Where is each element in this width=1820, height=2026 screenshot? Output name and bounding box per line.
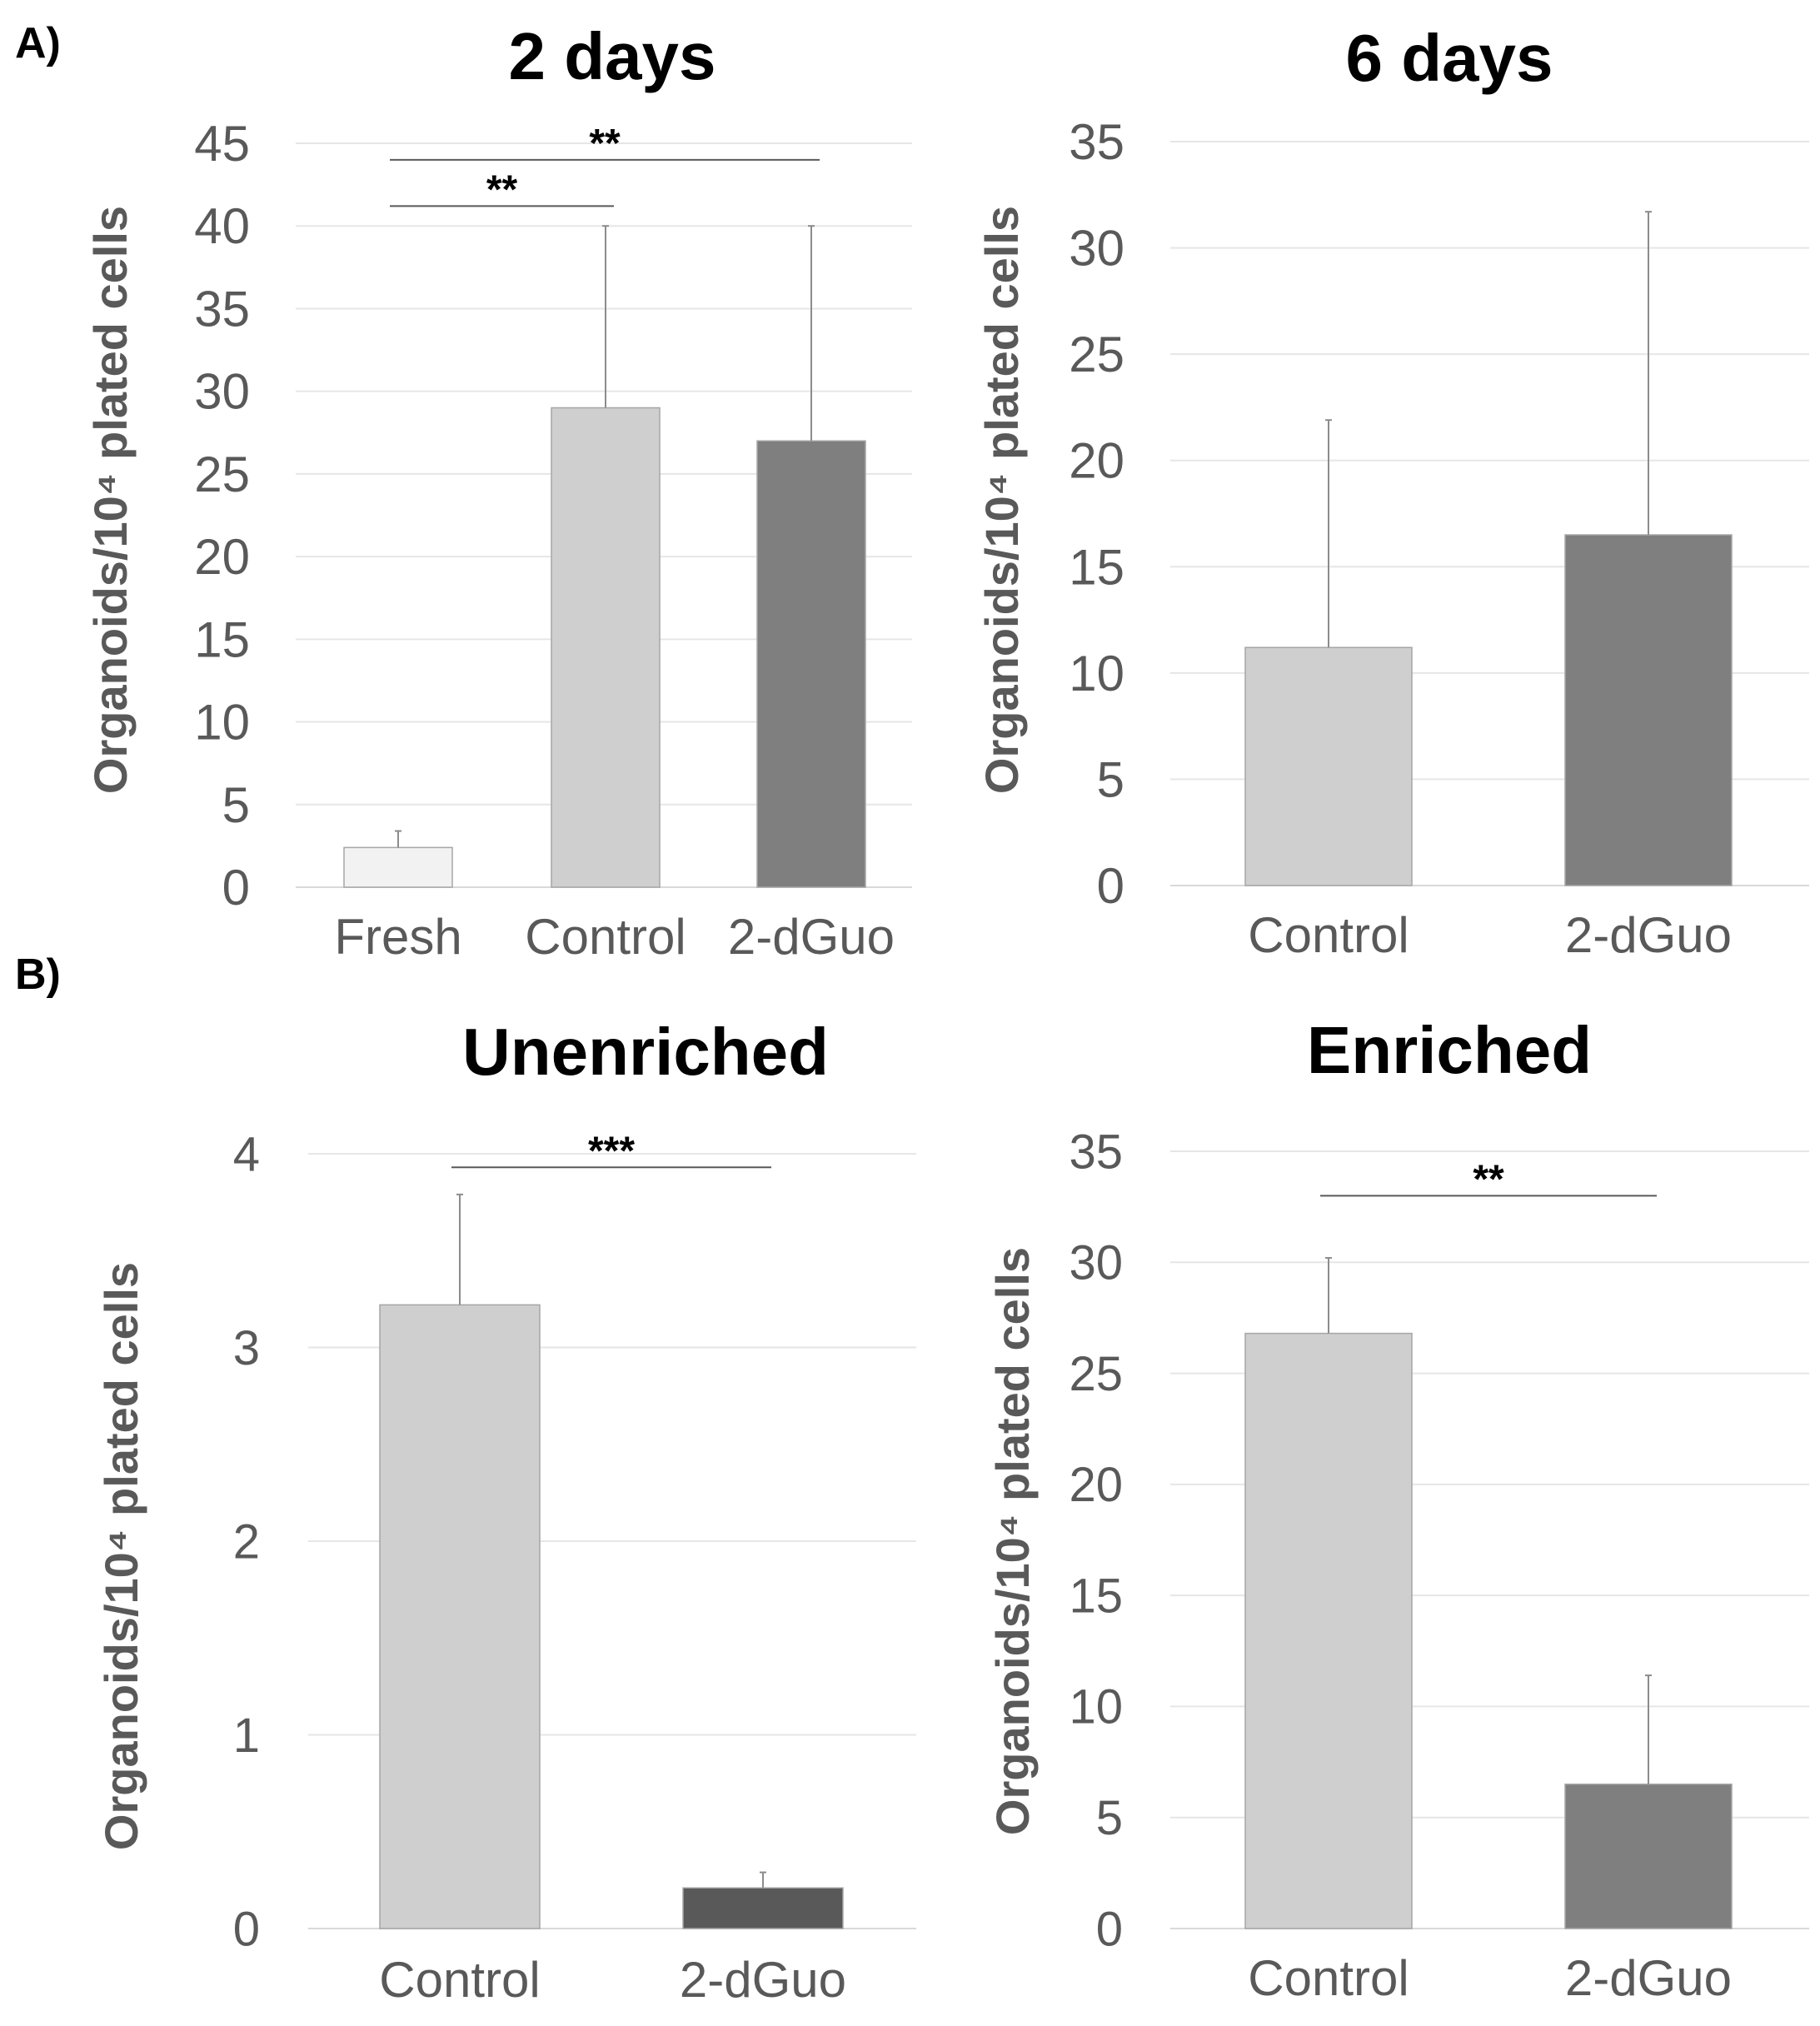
x-category-label: 2-dGuo — [680, 1952, 846, 2008]
x-category-label: 2-dGuo — [1565, 1950, 1732, 2006]
y-tick-label: 5 — [1096, 1791, 1123, 1845]
chart-title: Unenriched — [462, 1015, 829, 1089]
significance-label: ** — [589, 122, 621, 166]
bar — [756, 440, 866, 888]
x-category-label: Fresh — [334, 909, 461, 965]
chart-6days: 0 5 10 15 20 25 30 35 6 days Organoids/10⁴ plated… — [975, 21, 1809, 963]
y-tick-label: 25 — [1069, 1347, 1123, 1401]
y-tick-label: 45 — [194, 116, 250, 172]
significance-label: ** — [1473, 1157, 1504, 1201]
y-tick-label: 35 — [1069, 114, 1124, 170]
panel-a-label: A) — [15, 19, 61, 67]
y-tick-label: 30 — [1069, 1236, 1123, 1290]
bar — [1564, 534, 1733, 886]
significance-label: ** — [486, 167, 518, 212]
y-axis-label: Organoids/10⁴ plated cells — [986, 1247, 1039, 1835]
y-tick-label: 2 — [233, 1515, 260, 1569]
y-axis-label: Organoids/10⁴ plated cells — [84, 206, 137, 794]
y-tick-label: 15 — [1069, 1569, 1123, 1623]
y-tick-label: 30 — [1069, 221, 1124, 277]
y-tick-label: 35 — [194, 281, 250, 337]
y-tick-label: 30 — [194, 364, 250, 420]
y-tick-label: 5 — [222, 777, 250, 833]
chart-title: 2 days — [508, 19, 716, 93]
y-tick-label: 4 — [233, 1127, 260, 1181]
y-tick-label: 0 — [1096, 1902, 1123, 1956]
y-tick-label: 15 — [194, 611, 250, 667]
y-tick-label: 3 — [233, 1321, 260, 1375]
y-tick-label: 20 — [1069, 433, 1124, 489]
chart-unenriched: 0 1 2 3 4 Unenriched Organoids/10⁴ plated cell… — [95, 1015, 916, 2008]
chart-title: Enriched — [1307, 1013, 1592, 1087]
x-category-label: 2-dGuo — [728, 909, 895, 965]
bar — [1244, 646, 1413, 886]
y-tick-label: 5 — [1097, 751, 1124, 807]
y-tick-label: 40 — [194, 198, 250, 254]
chart-2days: 0 5 10 15 20 25 30 35 40 45 2 days Organoids/10⁴ pl… — [84, 19, 912, 965]
chart-title: 6 days — [1345, 21, 1553, 95]
x-category-label: 2-dGuo — [1565, 907, 1732, 963]
bar — [1244, 1332, 1413, 1929]
y-tick-label: 0 — [1097, 858, 1124, 914]
y-tick-label: 0 — [233, 1902, 260, 1956]
chart-enriched: 0 5 10 15 20 25 30 35 Enriched Organoids/10⁴ plat… — [986, 1013, 1809, 2006]
y-tick-label: 1 — [233, 1709, 260, 1763]
y-tick-label: 10 — [1069, 1680, 1123, 1734]
y-tick-label: 25 — [1069, 327, 1124, 382]
bar — [379, 1304, 541, 1929]
y-tick-label: 25 — [194, 447, 250, 502]
bar — [343, 846, 453, 888]
x-category-label: Control — [1248, 1950, 1409, 2006]
y-tick-label: 10 — [1069, 646, 1124, 701]
panel-b-label: B) — [15, 951, 61, 999]
y-tick-label: 15 — [1069, 539, 1124, 595]
y-axis-label: Organoids/10⁴ plated cells — [975, 206, 1028, 794]
bar — [551, 407, 661, 888]
y-tick-label: 10 — [194, 695, 250, 751]
y-tick-label: 35 — [1069, 1125, 1123, 1179]
x-category-label: Control — [1248, 907, 1409, 963]
y-tick-label: 0 — [222, 860, 250, 916]
y-tick-label: 20 — [194, 529, 250, 585]
y-tick-label: 20 — [1069, 1458, 1123, 1512]
x-category-label: Control — [379, 1952, 540, 2008]
significance-label: *** — [588, 1129, 635, 1173]
y-axis-label: Organoids/10⁴ plated cells — [95, 1262, 147, 1850]
x-category-label: Control — [525, 909, 686, 965]
bar — [1564, 1783, 1733, 1929]
bar — [682, 1887, 844, 1929]
